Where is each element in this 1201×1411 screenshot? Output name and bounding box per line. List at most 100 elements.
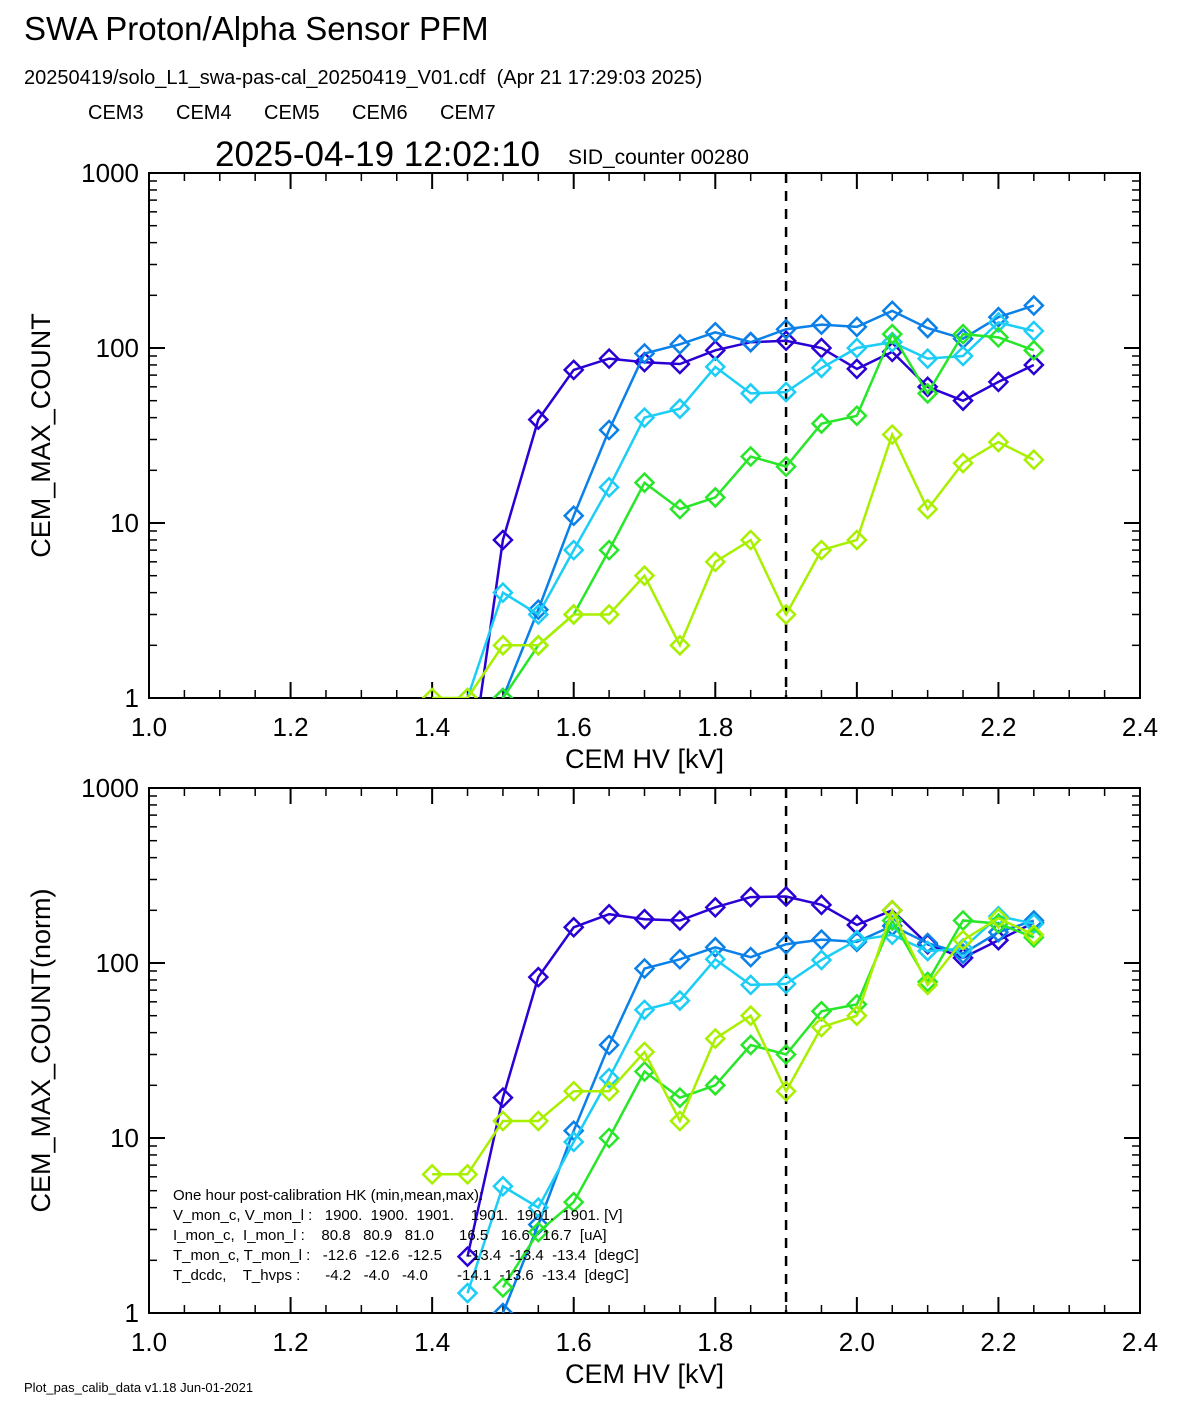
data-point: [704, 1074, 727, 1097]
data-point: [527, 408, 550, 431]
data-point: [846, 929, 868, 951]
x-tick-label: 1.6: [556, 712, 592, 742]
series-line: [432, 906, 1035, 1176]
legend-entry: CEM3: [88, 102, 144, 124]
data-point: [739, 946, 762, 968]
data-point: [669, 989, 691, 1012]
x-tick-label: 2.2: [980, 712, 1016, 742]
x-tick-label: 1.4: [414, 712, 450, 742]
data-point: [459, 742, 477, 760]
data-point: [669, 1086, 691, 1109]
data-point: [492, 1276, 514, 1299]
x-tick-label: 2.0: [839, 1327, 875, 1357]
data-point: [598, 476, 620, 499]
data-point: [669, 397, 691, 420]
x-axis-label: CEM HV [kV]: [565, 744, 724, 774]
series-line: [466, 321, 1035, 698]
x-tick-label: 2.0: [839, 712, 875, 742]
data-point: [527, 1196, 550, 1219]
data-point: [916, 317, 939, 339]
series-line: [432, 431, 1035, 698]
data-point: [669, 353, 691, 375]
data-point: [846, 404, 868, 427]
x-tick-label: 2.2: [980, 1327, 1016, 1357]
data-point: [810, 357, 833, 379]
data-point: [987, 326, 1010, 349]
data-point: [987, 371, 1010, 393]
data-point: [633, 342, 656, 365]
x-tick-label: 2.4: [1122, 1327, 1158, 1357]
data-point: [881, 331, 904, 353]
data-point: [562, 1080, 585, 1103]
data-point: [739, 886, 762, 908]
data-point: [562, 916, 585, 939]
data-point: [952, 937, 974, 960]
data-point: [421, 687, 443, 698]
data-point: [775, 885, 797, 908]
x-tick-label: 1.2: [272, 712, 308, 742]
annotation: T_mon_c, T_mon_l : -12.6 -12.6 -12.5 -13…: [173, 1247, 639, 1264]
data-point: [810, 1000, 833, 1023]
x-tick-label: 1.8: [697, 712, 733, 742]
plot-frame: [148, 172, 1141, 699]
data-point: [492, 529, 514, 551]
data-point: [492, 634, 514, 657]
data-point: [810, 313, 833, 336]
y-axis-label: CEM_MAX_COUNT(norm): [26, 888, 56, 1212]
data-point: [456, 1163, 479, 1186]
data-point: [598, 1080, 620, 1103]
data-point: [704, 896, 727, 919]
x-tick-label: 1.2: [272, 1327, 308, 1357]
title: SWA Proton/Alpha Sensor PFM: [24, 10, 489, 47]
data-point: [562, 359, 585, 381]
data-point: [775, 1043, 797, 1066]
series-line: [466, 914, 1035, 1294]
annotation: One hour post-calibration HK (min,mean,m…: [173, 1187, 483, 1204]
counter: SID_counter 00280: [568, 146, 749, 169]
data-point: [916, 347, 939, 370]
data-point: [492, 1175, 514, 1198]
data-point: [987, 905, 1010, 928]
data-point: [846, 316, 868, 338]
data-point: [598, 1067, 620, 1089]
x-tick-label: 1.4: [414, 1327, 450, 1357]
data-point: [846, 529, 868, 551]
data-point: [881, 423, 904, 446]
data-point: [598, 903, 620, 925]
data-point: [810, 894, 833, 916]
data-point: [704, 486, 727, 509]
plot: 1.0 1.2 1.4 1.6 1.8 2.0 2.2 2.4 1 10 100 1000 CEM HV…: [26, 158, 1158, 774]
data-point: [739, 445, 762, 468]
data-point: [1023, 320, 1045, 342]
y-tick-label: 1000: [81, 773, 139, 803]
data-point: [421, 1163, 443, 1186]
data-point: [916, 382, 939, 405]
data-point: [669, 909, 691, 932]
data-point: [492, 581, 514, 604]
data-point: [456, 687, 479, 698]
footer: Plot_pas_calib_data v1.18 Jun-01-2021: [24, 1380, 253, 1395]
legend-entry: CEM6: [352, 102, 408, 124]
data-point: [1023, 294, 1045, 317]
data-point: [598, 539, 620, 561]
data-point: [739, 331, 762, 353]
data-point: [987, 311, 1010, 334]
data-point: [987, 907, 1010, 930]
data-point: [775, 973, 797, 995]
data-point: [775, 381, 797, 403]
data-point: [633, 564, 656, 587]
data-point: [669, 948, 691, 971]
data-point: [881, 899, 904, 922]
data-point: [952, 323, 974, 345]
file-name: 20250419/solo_L1_swa-pas-cal_20250419_V0…: [24, 67, 702, 89]
series-area: [421, 885, 1045, 1313]
data-point: [1023, 923, 1045, 946]
data-point: [704, 1027, 727, 1050]
data-point: [492, 687, 514, 698]
data-point: [916, 974, 939, 996]
data-point: [846, 337, 868, 359]
y-tick-label: 1: [125, 683, 139, 713]
data-point: [916, 498, 939, 520]
timestamp: 2025-04-19 12:02:10: [215, 135, 540, 174]
y-tick-label: 1: [125, 1298, 139, 1328]
